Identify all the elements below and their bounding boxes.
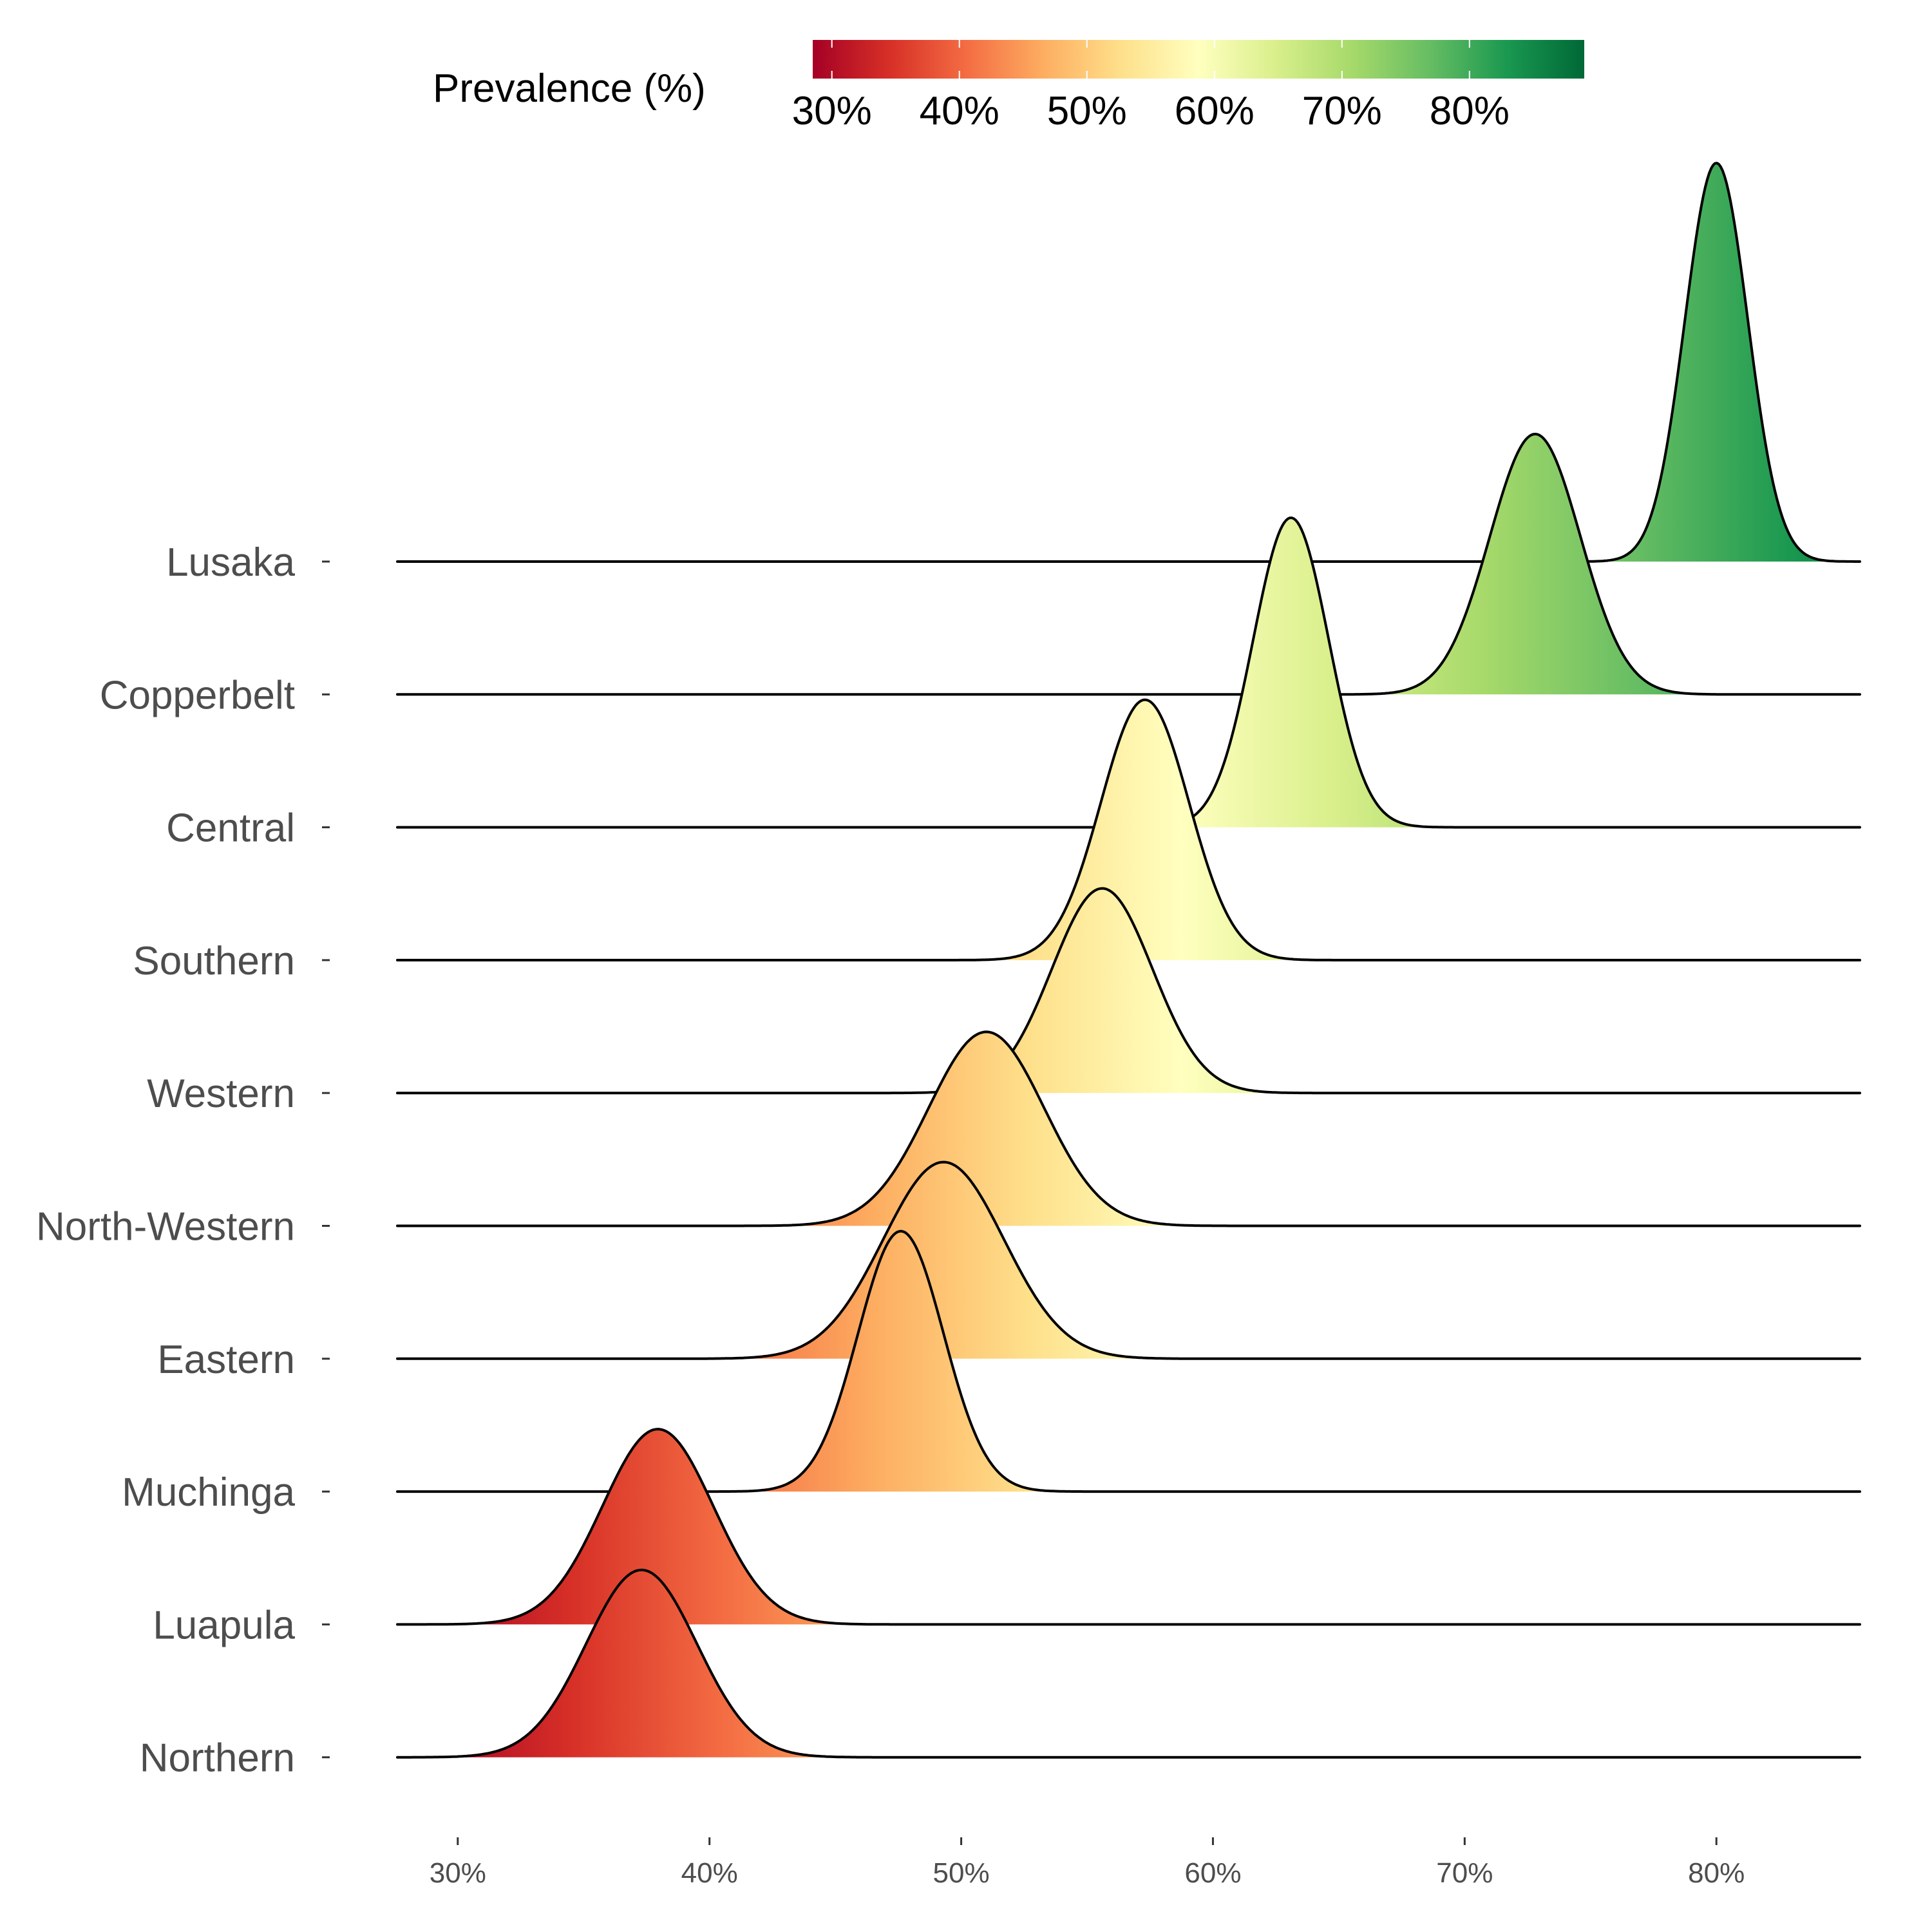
ridge-fill [397, 888, 1860, 1094]
ridge-outline [396, 1229, 1861, 1493]
y-tick-label: Copperbelt [100, 673, 295, 717]
ridge-fill [397, 163, 1860, 562]
legend-tick-label: 30% [792, 89, 872, 133]
ridge-outline [396, 162, 1861, 563]
y-tick-label: Western [147, 1072, 295, 1116]
x-tick-label: 50% [933, 1857, 990, 1889]
ridge-copperbelt [396, 433, 1861, 696]
ridge-fill [397, 1162, 1860, 1359]
y-tick-label: Luapula [153, 1603, 295, 1647]
ridge-eastern [396, 1160, 1861, 1360]
y-tick-label: Muchinga [122, 1470, 295, 1515]
legend-tick-label: 80% [1430, 89, 1510, 133]
x-tick-label: 30% [430, 1857, 486, 1889]
ridge-north-western [396, 1030, 1861, 1227]
ridge-luapula [396, 1428, 1861, 1626]
ridges [396, 162, 1861, 1759]
x-tick-label: 60% [1184, 1857, 1241, 1889]
legend-tick-label: 50% [1047, 89, 1127, 133]
ridge-outline [396, 1030, 1861, 1227]
ridge-outline [396, 1428, 1861, 1626]
ridge-outline [396, 1568, 1861, 1759]
x-axis: 30% 40% 50% 60% 70% 80% [430, 1837, 1745, 1889]
y-axis: Lusaka Copperbelt Central Southern Western No… [36, 540, 330, 1781]
ridge-outline [396, 433, 1861, 696]
y-tick-label: Southern [133, 939, 295, 983]
ridge-fill [397, 1429, 1860, 1625]
x-tick-label: 80% [1688, 1857, 1745, 1889]
ridge-fill [397, 1231, 1860, 1492]
legend-tick-label: 60% [1175, 89, 1255, 133]
y-tick-label: Eastern [157, 1338, 295, 1382]
ridge-western [396, 887, 1861, 1095]
x-tick-label: 40% [681, 1857, 738, 1889]
ridge-fill [397, 434, 1860, 695]
y-tick-label: Northern [140, 1736, 295, 1781]
legend-tick-label: 40% [920, 89, 999, 133]
legend-colorbar [813, 40, 1584, 79]
y-tick-label: Central [166, 806, 295, 851]
ridge-southern [396, 698, 1861, 961]
y-tick-label: North-Western [36, 1205, 295, 1249]
y-tick-label: Lusaka [166, 540, 295, 585]
x-tick-label: 70% [1436, 1857, 1493, 1889]
ridge-lusaka [396, 162, 1861, 563]
ridge-outline [396, 698, 1861, 961]
legend: Prevalence (%) 30% 40% 50% 60% 70% 80% [433, 40, 1584, 133]
ridge-fill [397, 699, 1860, 960]
ridge-fill [397, 1569, 1860, 1757]
ridge-muchinga [396, 1229, 1861, 1493]
ridge-outline [396, 887, 1861, 1095]
legend-title: Prevalence (%) [433, 66, 706, 111]
ridge-outline [396, 1160, 1861, 1360]
legend-tick-label: 70% [1302, 89, 1382, 133]
ridge-northern [396, 1568, 1861, 1759]
